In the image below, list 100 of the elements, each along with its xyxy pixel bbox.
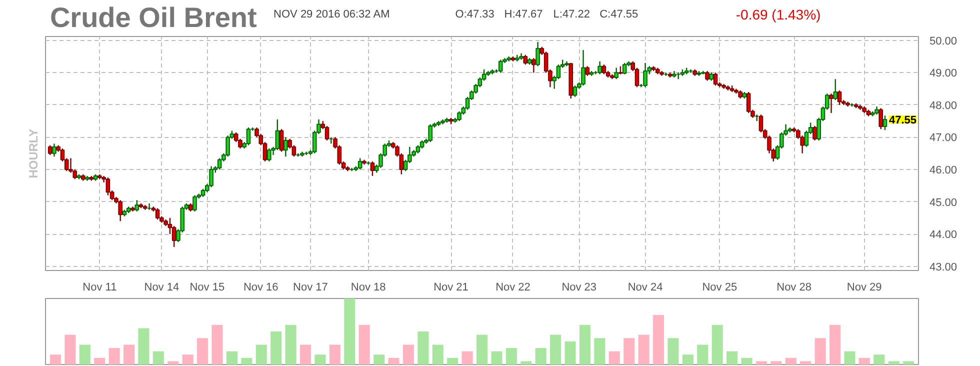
x-tick-label: Nov 11 bbox=[82, 282, 117, 294]
candlestick bbox=[428, 124, 432, 143]
text: L:47.22 bbox=[553, 8, 590, 20]
text: NOV 29 2016 06:32 AM bbox=[274, 8, 390, 20]
candlestick bbox=[358, 158, 362, 170]
bar bbox=[285, 324, 296, 364]
bar bbox=[579, 324, 590, 364]
candlestick bbox=[217, 158, 222, 170]
bar bbox=[491, 351, 502, 364]
bar bbox=[138, 328, 150, 364]
x-tick-label: Nov 23 bbox=[562, 282, 597, 294]
x-tick-label: Nov 15 bbox=[190, 282, 225, 294]
bar bbox=[858, 358, 870, 364]
y-tick-label: 43.00 bbox=[930, 261, 958, 274]
candlestick bbox=[209, 166, 214, 188]
text: H:47.67 bbox=[504, 8, 543, 20]
bar bbox=[402, 344, 414, 364]
bar bbox=[64, 334, 76, 364]
x-tick-label: Nov 17 bbox=[293, 282, 328, 294]
bar bbox=[168, 361, 179, 364]
bar bbox=[741, 358, 752, 364]
bar bbox=[226, 351, 238, 364]
bar bbox=[108, 348, 120, 364]
text: C:47.55 bbox=[600, 8, 638, 20]
bar bbox=[874, 354, 885, 364]
candlestick bbox=[882, 114, 888, 131]
candlestick bbox=[878, 108, 884, 130]
bar bbox=[123, 344, 135, 364]
candlestick bbox=[614, 67, 618, 80]
bar bbox=[358, 324, 370, 364]
candlestick bbox=[585, 66, 590, 76]
bar bbox=[314, 354, 326, 364]
candlestick bbox=[52, 143, 56, 158]
bar bbox=[550, 334, 562, 364]
candlestick bbox=[226, 134, 230, 158]
candlestick bbox=[370, 160, 375, 177]
bar bbox=[564, 341, 576, 364]
text: -0.69 (1.43%) bbox=[736, 6, 821, 22]
bar bbox=[535, 348, 546, 364]
y-tick-label: 49.00 bbox=[930, 68, 958, 80]
x-tick-label: Nov 24 bbox=[628, 282, 663, 294]
bar bbox=[726, 351, 738, 364]
y-tick-label: 50.00 bbox=[930, 35, 958, 48]
bar bbox=[756, 361, 767, 364]
bar bbox=[829, 324, 841, 364]
x-tick-label: Nov 28 bbox=[776, 282, 812, 294]
bar bbox=[506, 348, 517, 364]
candlestick bbox=[523, 54, 528, 66]
x-tick-label: Nov 22 bbox=[496, 282, 530, 294]
candlestick bbox=[572, 84, 578, 98]
candlestick bbox=[134, 200, 140, 212]
candlestick bbox=[536, 41, 540, 67]
bar bbox=[638, 334, 650, 364]
candlestick bbox=[581, 49, 586, 86]
text: O:47.33 bbox=[455, 8, 494, 20]
candlestick bbox=[602, 64, 606, 75]
bar bbox=[432, 344, 444, 364]
candlestick bbox=[812, 125, 817, 142]
candlestick bbox=[106, 176, 110, 196]
candlestick bbox=[532, 58, 536, 74]
bar bbox=[212, 324, 223, 364]
bar bbox=[374, 354, 385, 364]
candlestick bbox=[279, 128, 284, 152]
candlestick bbox=[118, 200, 122, 222]
x-tick-label: Nov 14 bbox=[144, 282, 180, 294]
bar bbox=[903, 361, 914, 364]
candlestick bbox=[266, 148, 272, 162]
candlestick bbox=[746, 91, 751, 114]
candlestick bbox=[284, 136, 288, 158]
bar bbox=[256, 344, 267, 364]
bar bbox=[888, 361, 900, 364]
bar bbox=[79, 344, 90, 364]
y-tick-label: 47.00 bbox=[930, 132, 958, 144]
y-tick-label: 44.00 bbox=[930, 229, 958, 242]
bar bbox=[520, 361, 532, 364]
candlestick bbox=[713, 72, 718, 86]
bar bbox=[50, 354, 61, 364]
bar bbox=[608, 351, 620, 364]
y-tick-label: 46.00 bbox=[930, 164, 958, 176]
bar bbox=[785, 358, 796, 364]
y-tick-label: 45.00 bbox=[930, 196, 958, 209]
bar bbox=[388, 358, 400, 364]
text: 47.55 bbox=[888, 114, 917, 126]
candlestick bbox=[622, 62, 627, 75]
bar bbox=[329, 344, 340, 364]
x-tick-label: Nov 16 bbox=[243, 282, 278, 294]
y-axis-title: HOURLY bbox=[26, 128, 40, 178]
bar bbox=[418, 332, 429, 364]
bar bbox=[241, 358, 252, 364]
candlestick bbox=[705, 70, 710, 82]
bar bbox=[668, 338, 679, 364]
bar bbox=[800, 361, 812, 364]
bar bbox=[447, 358, 458, 364]
x-tick-label: Nov 21 bbox=[434, 282, 468, 294]
candlestick bbox=[829, 93, 834, 114]
candlestick bbox=[155, 208, 160, 220]
candlestick bbox=[837, 90, 842, 106]
bar bbox=[844, 351, 856, 364]
bar bbox=[624, 338, 635, 364]
x-tick-label: Nov 25 bbox=[702, 282, 738, 294]
